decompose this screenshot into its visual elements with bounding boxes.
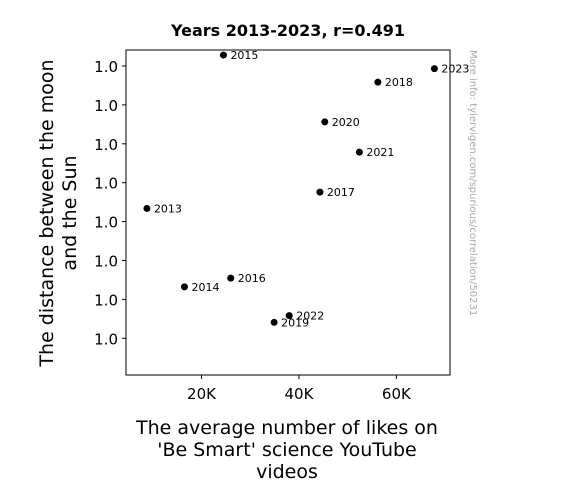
data-point (219, 51, 227, 59)
x-tick-label: 40K (284, 385, 314, 403)
y-tick-label: 1.0 (94, 214, 118, 232)
plot-area (125, 49, 451, 376)
x-axis-label: The average number of likes on 'Be Smart'… (135, 417, 438, 483)
y-axis: 1.0 1.0 1.0 1.0 1.0 1.0 1.0 1.0 (94, 58, 126, 348)
data-point (180, 283, 188, 291)
y-axis-label-line: and the Sun (59, 155, 81, 270)
data-point (321, 118, 329, 126)
data-label: 2013 (154, 202, 182, 215)
data-label: 2020 (332, 116, 360, 129)
data-label: 2022 (296, 310, 324, 323)
x-tick-label: 20K (187, 385, 217, 403)
y-tick-label: 1.0 (94, 136, 118, 154)
y-tick-label: 1.0 (94, 175, 118, 193)
data-point (316, 188, 324, 196)
data-label: 2014 (191, 281, 219, 294)
data-label: 2018 (385, 76, 413, 89)
data-label: 2021 (366, 146, 394, 159)
data-point (374, 78, 382, 86)
data-point (285, 312, 293, 320)
data-point (355, 148, 363, 156)
x-tick-label: 60K (382, 385, 412, 403)
data-point (270, 318, 278, 326)
y-tick-label: 1.0 (94, 58, 118, 76)
data-point (227, 274, 235, 282)
watermark: More info: tylervigen.com/spurious/corre… (467, 50, 478, 316)
data-label: 2015 (230, 49, 258, 62)
x-axis-label-line: The average number of likes on (135, 417, 438, 439)
data-label: 2016 (238, 272, 266, 285)
x-axis-label-line: videos (256, 461, 318, 483)
y-tick-label: 1.0 (94, 97, 118, 115)
data-point (143, 204, 151, 212)
data-points: 2013 2014 2015 2016 2017 2018 2019 2020 2021 2022… (143, 49, 469, 329)
y-axis-label: The distance between the moonand the Sun (36, 59, 81, 367)
data-point (430, 65, 438, 73)
data-label: 2017 (327, 186, 355, 199)
chart-title: Years 2013-2023, r=0.491 (170, 21, 405, 40)
y-tick-label: 1.0 (94, 330, 118, 348)
data-label: 2023 (441, 63, 469, 76)
y-axis-label-line: The distance between the moon (36, 59, 58, 367)
y-tick-label: 1.0 (94, 291, 118, 309)
x-axis: 20K 40K 60K (187, 375, 412, 403)
data-label: 2019 (281, 316, 309, 329)
y-tick-label: 1.0 (94, 253, 118, 271)
x-axis-label-line: 'Be Smart' science YouTube (157, 439, 417, 461)
